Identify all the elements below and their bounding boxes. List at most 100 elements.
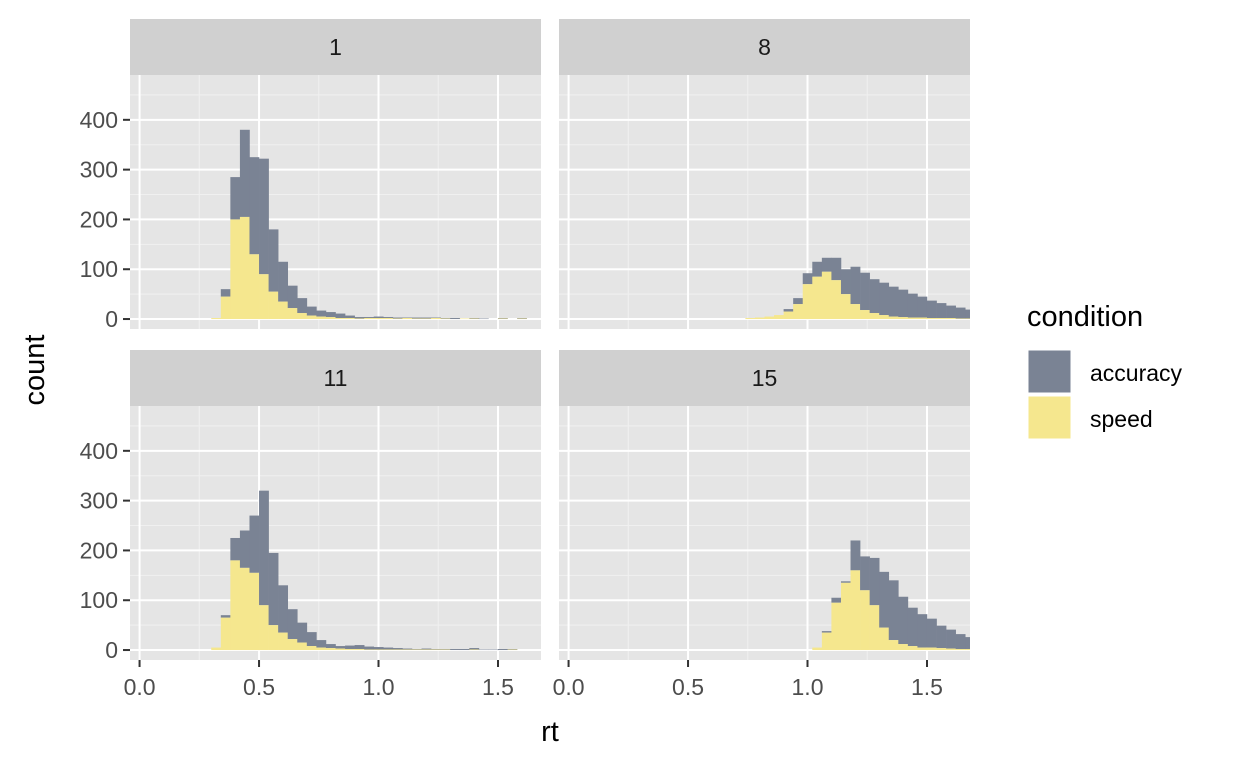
- y-tick-label: 0: [105, 637, 118, 663]
- bar-accuracy: [325, 312, 336, 318]
- bar-speed: [373, 318, 384, 320]
- bar-accuracy: [1003, 644, 1013, 650]
- bar-speed: [860, 310, 870, 320]
- bar-accuracy: [306, 632, 317, 647]
- bar-speed: [297, 642, 308, 651]
- bar-speed: [955, 649, 966, 651]
- bar-accuracy: [249, 515, 260, 573]
- bar-accuracy: [831, 257, 842, 281]
- bar-accuracy: [1003, 316, 1013, 319]
- bar-speed: [926, 647, 937, 651]
- bar-accuracy: [984, 311, 994, 318]
- bar-speed: [268, 625, 279, 651]
- facet-panel-11: 11 0 100 200 300 400 0.0 0.5 1.0 1.5: [80, 350, 541, 700]
- bar-accuracy: [793, 298, 804, 305]
- bar-accuracy: [345, 645, 355, 650]
- bar-speed: [926, 318, 937, 320]
- facet-strip-label: 11: [324, 365, 348, 391]
- bar-speed: [287, 308, 298, 320]
- bar-accuracy: [1099, 649, 1109, 650]
- bar-accuracy: [965, 637, 970, 650]
- legend-label-speed: speed: [1090, 406, 1153, 432]
- bar-accuracy: [879, 571, 890, 628]
- bar-speed: [259, 605, 269, 651]
- bar-speed: [325, 317, 336, 320]
- bar-accuracy: [812, 261, 823, 277]
- bar-accuracy: [1023, 646, 1033, 650]
- bar-accuracy: [287, 285, 298, 309]
- x-tick-label: 1.5: [911, 674, 943, 700]
- bar-speed: [297, 313, 308, 320]
- bar-speed: [907, 646, 918, 651]
- x-tick-label: 1.5: [482, 674, 514, 700]
- bar-speed: [306, 646, 317, 651]
- bar-accuracy: [898, 289, 909, 318]
- bar-accuracy: [1032, 646, 1042, 650]
- bar-speed: [860, 590, 870, 651]
- facet-strip: [130, 350, 541, 406]
- bar-speed: [831, 280, 842, 320]
- bar-speed: [840, 582, 851, 651]
- y-tick-label: 200: [80, 206, 118, 232]
- bar-speed: [268, 291, 279, 320]
- bar-speed: [745, 318, 756, 320]
- bar-speed: [316, 316, 327, 320]
- bar-speed: [239, 216, 250, 320]
- bar-accuracy: [1061, 648, 1071, 650]
- bar-speed: [239, 567, 250, 651]
- bar-accuracy: [392, 317, 403, 319]
- bar-speed: [764, 316, 775, 320]
- bar-accuracy: [287, 609, 298, 640]
- bar-accuracy: [421, 648, 432, 650]
- y-tick-label: 100: [80, 587, 118, 613]
- bar-accuracy: [373, 316, 384, 319]
- bar-speed: [345, 318, 355, 320]
- bar-speed: [898, 317, 909, 320]
- bar-accuracy: [268, 229, 279, 292]
- bar-accuracy: [335, 646, 346, 649]
- bar-speed: [249, 572, 260, 651]
- bar-accuracy: [936, 625, 947, 649]
- bar-accuracy: [230, 537, 241, 561]
- bar-accuracy: [907, 293, 918, 318]
- bar-speed: [364, 318, 375, 320]
- bar-speed: [230, 219, 241, 320]
- y-tick-label: 200: [80, 537, 118, 563]
- bar-speed: [946, 648, 956, 651]
- bar-speed: [354, 649, 365, 651]
- facet-panel-1: 1 0 100 200 300 400: [80, 19, 541, 332]
- x-tick-label: 1.0: [792, 674, 824, 700]
- bar-speed: [220, 617, 231, 651]
- bar-accuracy: [278, 261, 289, 302]
- bar-accuracy: [850, 540, 861, 571]
- bar-accuracy: [297, 622, 308, 643]
- bar-accuracy: [373, 647, 384, 650]
- bar-speed: [383, 318, 394, 320]
- histogram-bars: [812, 540, 1109, 651]
- bar-accuracy: [936, 303, 947, 319]
- histogram-bars: [745, 257, 1013, 320]
- bar-accuracy: [926, 618, 937, 648]
- bar-accuracy: [1070, 648, 1080, 650]
- facet-strip-label: 1: [329, 34, 342, 60]
- bar-accuracy: [888, 286, 899, 317]
- bar-accuracy: [268, 552, 279, 626]
- bar-accuracy: [975, 639, 985, 649]
- bar-speed: [259, 274, 269, 320]
- bar-accuracy: [497, 649, 508, 651]
- bar-accuracy: [984, 641, 994, 650]
- bar-accuracy: [965, 309, 970, 319]
- bar-speed: [821, 632, 832, 651]
- bar-accuracy: [917, 296, 928, 318]
- bar-speed: [249, 254, 260, 320]
- bar-accuracy: [994, 642, 1004, 649]
- bar-speed: [335, 648, 346, 651]
- bar-speed: [917, 317, 928, 320]
- bar-accuracy: [316, 640, 327, 648]
- bar-speed: [278, 632, 289, 651]
- bar-accuracy: [994, 315, 1004, 319]
- bar-accuracy: [220, 289, 231, 297]
- bar-speed: [220, 296, 231, 320]
- x-tick-label: 1.0: [363, 674, 395, 700]
